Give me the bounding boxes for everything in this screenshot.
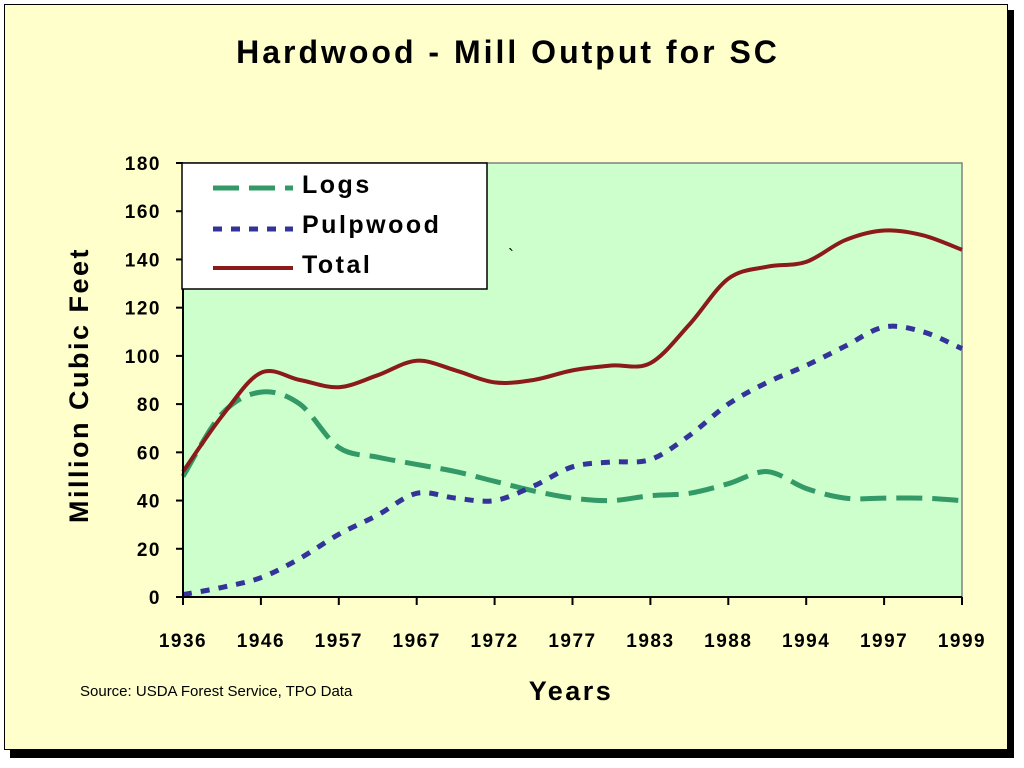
x-tick-label: 1967 xyxy=(393,631,441,652)
y-tick-label: 0 xyxy=(149,588,161,609)
x-tick-label: 1936 xyxy=(159,631,207,652)
y-tick-label: 20 xyxy=(137,540,161,561)
series-line-logs xyxy=(180,389,963,504)
y-tick-label: 40 xyxy=(137,492,161,513)
legend: Logs Pulpwood Total xyxy=(181,162,488,290)
x-tick-label: 1994 xyxy=(782,631,830,652)
legend-label-logs: Logs xyxy=(302,171,372,199)
x-axis-ticks: 1936 1946 1957 1967 1972 1977 1983 1988 1994 1997… xyxy=(159,597,986,652)
y-tick-label: 140 xyxy=(125,250,161,271)
x-axis-label: Years xyxy=(529,676,614,706)
source-note: Source: USDA Forest Service, TPO Data xyxy=(80,683,353,700)
y-axis-ticks: 0 20 40 60 80 100 120 140 160 180 xyxy=(125,154,183,609)
x-tick-label: 1957 xyxy=(315,631,363,652)
series-line-pulpwood xyxy=(182,323,964,598)
y-tick-label: 180 xyxy=(125,154,161,175)
x-tick-label: 1977 xyxy=(548,631,596,652)
y-tick-label: 120 xyxy=(125,299,161,320)
legend-label-pulpwood: Pulpwood xyxy=(302,211,441,239)
y-tick-label: 100 xyxy=(125,347,161,368)
series-lines xyxy=(180,228,964,598)
x-tick-label: 1972 xyxy=(470,631,518,652)
plot-area xyxy=(182,162,963,598)
series-line-total xyxy=(181,228,963,473)
y-tick-label: 60 xyxy=(137,443,161,464)
legend-label-total: Total xyxy=(302,251,372,279)
y-axis-label: Million Cubic Feet xyxy=(64,247,94,523)
chart-title: Hardwood - Mill Output for SC xyxy=(236,34,780,70)
x-tick-label: 1946 xyxy=(237,631,285,652)
x-tick-label: 1988 xyxy=(704,631,752,652)
x-tick-label: 1983 xyxy=(626,631,674,652)
stray-mark: ` xyxy=(508,246,514,266)
x-tick-label: 1999 xyxy=(938,631,986,652)
y-tick-label: 80 xyxy=(137,395,161,416)
y-tick-label: 160 xyxy=(125,202,161,223)
x-tick-label: 1997 xyxy=(860,631,908,652)
